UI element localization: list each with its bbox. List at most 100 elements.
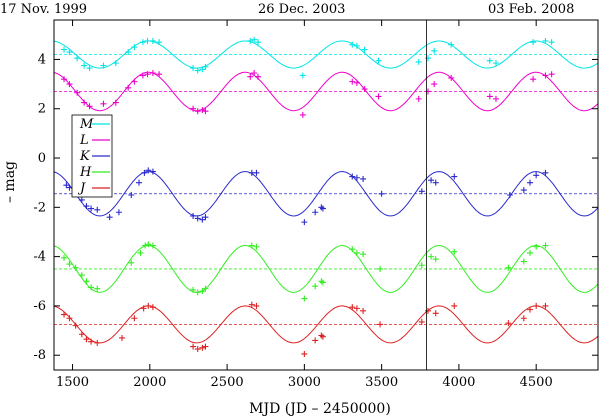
data-point-M [486,57,493,64]
legend-label-K: K [79,149,91,164]
data-point-L [74,89,81,96]
data-point-J [451,302,458,309]
y-tick-label: -8 [33,348,46,363]
data-point-K [301,219,308,226]
data-point-J [542,302,549,309]
data-point-K [78,196,85,203]
top-date-label: 03 Feb. 2008 [488,2,574,17]
data-point-K [527,179,533,186]
data-point-H [78,272,85,279]
data-point-M [149,37,156,44]
y-tick-label: 4 [38,52,46,67]
data-point-H [533,243,540,250]
data-point-K [506,192,513,198]
x-tick-label: 1500 [56,375,89,390]
data-point-J [94,339,101,346]
data-point-M [425,55,431,62]
data-point-H [137,249,144,256]
data-point-L [149,69,156,76]
data-point-H [353,249,360,256]
data-point-H [83,278,90,285]
data-point-M [530,39,537,46]
data-point-J [377,321,384,328]
data-point-M [493,60,499,67]
data-point-M [361,46,368,53]
data-point-H [145,241,152,248]
data-point-M [255,39,261,46]
y-tick-label: 2 [38,102,46,117]
y-tick-label: -6 [33,299,46,314]
data-point-J [360,307,367,314]
data-point-M [74,55,81,62]
y-tick-label: 0 [38,151,46,166]
legend-label-J: J [77,181,86,196]
data-point-H [301,295,308,302]
data-point-L [548,71,555,78]
data-point-K [63,182,70,189]
data-point-M [144,37,151,44]
data-point-H [190,286,197,293]
data-point-M [199,66,206,73]
data-point-K [136,179,142,186]
y-axis-ticks: 4 2 0 -2 -4 -6 -8 [33,52,598,363]
data-point-J [432,310,439,317]
data-point-J [349,304,356,311]
y-axis-title: – mag [2,161,18,203]
x-tick-label: 2000 [133,375,166,390]
data-point-M [353,42,360,49]
data-point-H [418,262,425,269]
data-point-K [349,173,356,180]
data-point-H [66,261,73,268]
legend-label-M: M [79,117,94,132]
data-point-K [378,190,385,197]
data-point-J [190,343,197,350]
data-point-L [61,76,68,83]
data-point-M [131,44,138,51]
data-point-J [353,305,360,312]
data-point-H [142,242,149,249]
data-point-K [128,192,135,198]
data-point-L [156,71,163,78]
legend-label-L: L [79,133,89,148]
data-point-M [86,65,93,72]
data-point-J [248,301,255,308]
data-point-M [202,63,209,70]
data-point-L [448,74,455,81]
data-point-H [349,246,356,253]
data-point-L [493,95,499,102]
model-curves [53,40,599,344]
data-point-L [299,111,306,118]
data-point-L [247,73,254,80]
data-point-K [360,175,367,182]
data-point-L [530,76,537,83]
data-point-M [375,57,382,64]
data-point-K [418,188,425,195]
mean-lines [54,54,598,325]
data-point-H [432,256,439,263]
data-point-J [72,322,79,329]
x-tick-label: 3000 [288,375,321,390]
plot-frame [53,19,599,371]
x-axis-title: MJD (JD – 2450000) [249,401,391,417]
data-point-H [202,285,209,292]
data-point-K [94,206,101,213]
data-point-J [505,320,512,327]
data-point-M [251,36,258,43]
data-point-K [194,215,201,222]
data-point-J [253,302,260,309]
data-point-H [520,258,527,265]
data-point-K [542,169,549,176]
data-point-H [199,288,206,295]
data-point-K [253,169,260,176]
data-point-L [194,108,201,115]
data-point-H [312,283,319,290]
data-point-K [199,216,206,223]
data-point-J [425,307,431,314]
data-point-H [88,284,95,291]
model-curve-J [53,305,599,344]
top-date-label: 17 Nov. 1999 [0,2,87,17]
data-point-H [94,285,101,292]
data-point-H [542,242,549,249]
